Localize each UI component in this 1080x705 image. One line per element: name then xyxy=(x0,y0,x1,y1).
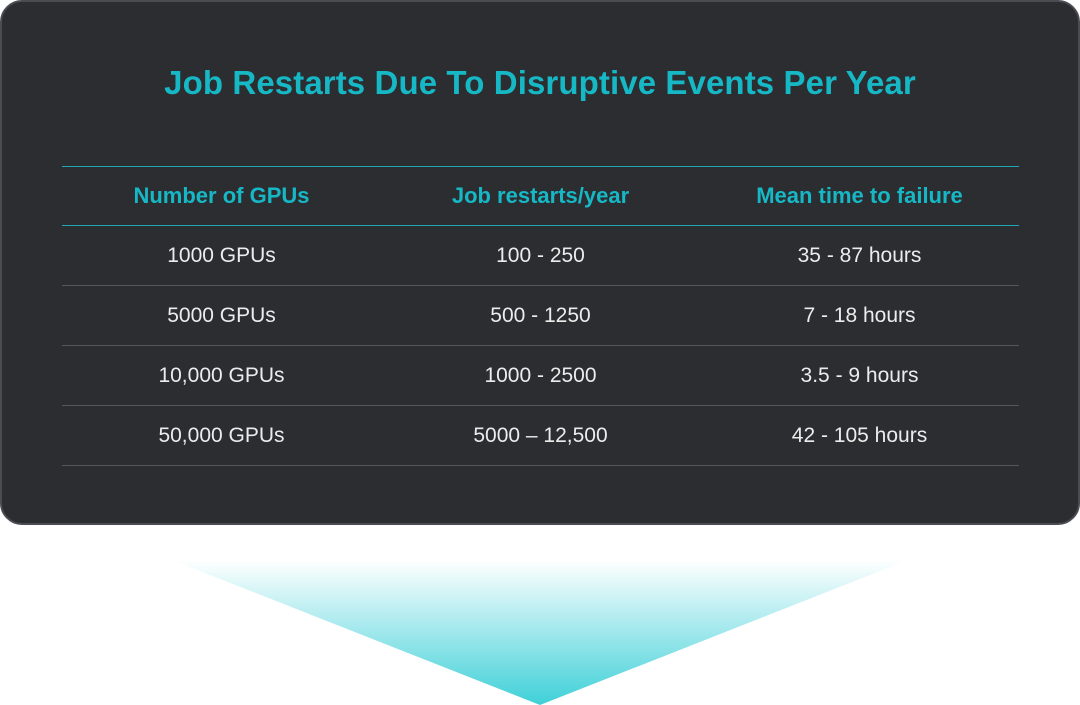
cell-gpus: 5000 GPUs xyxy=(167,303,276,327)
table-card: Job Restarts Due To Disruptive Events Pe… xyxy=(0,0,1080,525)
table-row: 5000 GPUs 500 - 1250 7 - 18 hours xyxy=(62,286,1019,346)
cell-gpus: 50,000 GPUs xyxy=(158,423,285,447)
cell-restarts: 500 - 1250 xyxy=(490,303,591,327)
table-row: 10,000 GPUs 1000 - 2500 3.5 - 9 hours xyxy=(62,346,1019,406)
cell-mttf: 35 - 87 hours xyxy=(797,243,922,267)
cell-gpus: 1000 GPUs xyxy=(167,243,276,267)
table-row: 1000 GPUs 100 - 250 35 - 87 hours xyxy=(62,226,1019,286)
data-table: Number of GPUs Job restarts/year Mean ti… xyxy=(62,166,1019,466)
cell-restarts: 1000 - 2500 xyxy=(484,363,597,387)
table-title: Job Restarts Due To Disruptive Events Pe… xyxy=(164,64,916,101)
cell-gpus: 10,000 GPUs xyxy=(158,363,285,387)
column-header-mttf: Mean time to failure xyxy=(756,183,963,208)
table-header-row: Number of GPUs Job restarts/year Mean ti… xyxy=(62,167,1019,226)
column-header-restarts: Job restarts/year xyxy=(451,183,630,208)
cell-restarts: 100 - 250 xyxy=(496,243,585,267)
cell-mttf: 42 - 105 hours xyxy=(791,423,928,447)
funnel-arrow-icon xyxy=(172,560,908,705)
funnel-shape xyxy=(172,560,908,705)
table-row: 50,000 GPUs 5000 – 12,500 42 - 105 hours xyxy=(62,406,1019,466)
cell-mttf: 7 - 18 hours xyxy=(803,303,916,327)
cell-mttf: 3.5 - 9 hours xyxy=(800,363,919,387)
column-header-gpus: Number of GPUs xyxy=(133,183,310,208)
cell-restarts: 5000 – 12,500 xyxy=(473,423,608,447)
table-top-rule xyxy=(62,166,1019,167)
